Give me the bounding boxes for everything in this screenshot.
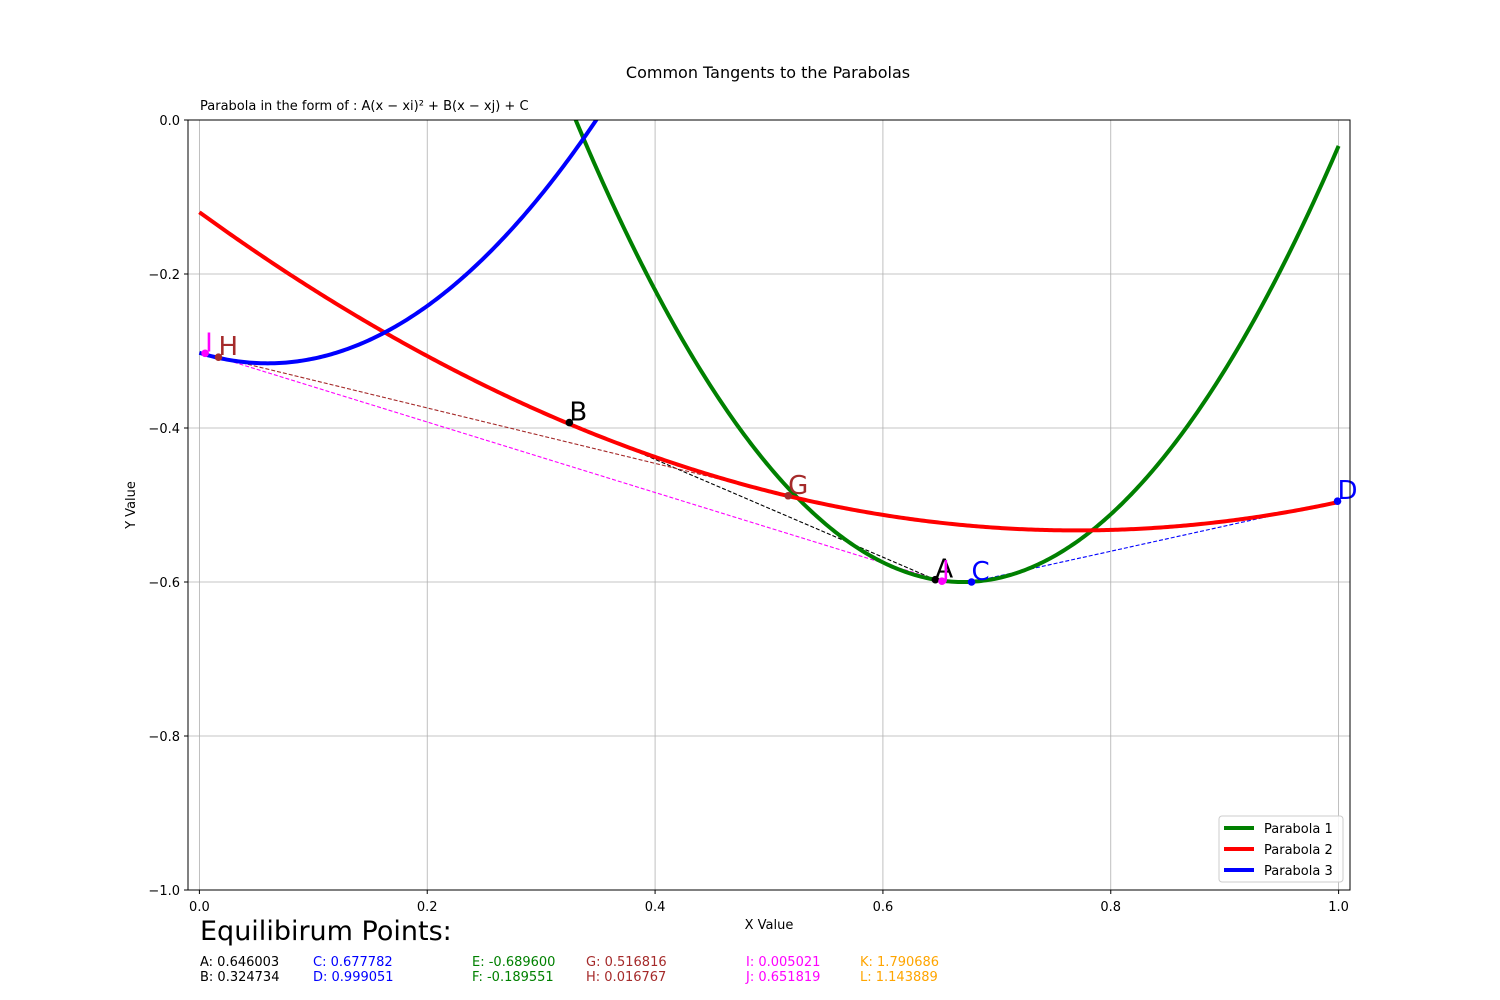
y-tick-label: −0.6 <box>148 576 180 591</box>
x-tick-label: 0.0 <box>189 900 210 915</box>
chart-title: Common Tangents to the Parabolas <box>626 63 910 82</box>
equilibrium-title: Equilibirum Points: <box>200 916 452 947</box>
equilibrium-value: F: -0.189551 <box>472 970 554 985</box>
x-tick-label: 0.8 <box>1100 900 1121 915</box>
legend-box <box>1218 815 1344 883</box>
point-b-marker <box>565 418 574 427</box>
equilibrium-value: D: 0.999051 <box>313 970 394 985</box>
point-j-marker <box>938 577 946 586</box>
point-d-marker <box>1333 497 1342 505</box>
parabola-2-curve <box>198 210 1340 533</box>
y-tick-label: 0.0 <box>159 114 180 129</box>
grid <box>188 119 1350 891</box>
y-tick-label: −0.2 <box>148 268 180 283</box>
legend: Parabola 1 Parabola 2 Parabola 3 <box>1218 815 1344 883</box>
point-g-label: G <box>788 471 808 501</box>
legend-label-2: Parabola 2 <box>1264 843 1333 858</box>
point-h-marker <box>214 353 223 361</box>
equilibrium-value: K: 1.790686 <box>860 955 940 970</box>
parabola-1-curve <box>573 120 1341 585</box>
plot-frame <box>187 119 1351 891</box>
point-i-label: I <box>205 328 213 358</box>
point-a-marker <box>931 575 940 584</box>
legend-label-1: Parabola 1 <box>1264 822 1333 837</box>
equilibrium-value: B: 0.324734 <box>200 970 280 985</box>
equilibrium-value: H: 0.016767 <box>586 970 667 985</box>
equilibrium-value: I: 0.005021 <box>746 955 821 970</box>
equilibrium-value: E: -0.689600 <box>472 955 556 970</box>
point-c-marker <box>967 578 976 586</box>
x-tick-label: 0.6 <box>873 900 894 915</box>
y-tick-label: −0.4 <box>148 422 180 437</box>
point-d-label: D <box>1338 476 1358 506</box>
x-tick-label: 0.4 <box>645 900 666 915</box>
equilibrium-value: C: 0.677782 <box>313 955 393 970</box>
y-axis-label: Y Value <box>124 481 139 530</box>
legend-label-3: Parabola 3 <box>1264 864 1333 879</box>
tangent-gh <box>218 356 789 497</box>
equilibrium-value: J: 0.651819 <box>746 970 821 985</box>
parabola-curves <box>198 120 1341 585</box>
tangent-ij <box>204 352 943 582</box>
axis-ticks: 0.0 0.2 0.4 0.6 0.8 1.0 0.0 −0.2 −0.4 −0.6 −0.8 −1.… <box>148 114 1349 915</box>
point-i-marker <box>201 349 209 358</box>
point-b-label: B <box>569 398 587 428</box>
labeled-points: A B C D G HI J <box>201 328 1358 587</box>
equilibrium-value: A: 0.646003 <box>200 955 280 970</box>
y-tick-label: −0.8 <box>148 730 180 745</box>
x-axis-label: X Value <box>745 918 794 933</box>
equilibrium-value: L: 1.143889 <box>860 970 938 985</box>
x-tick-label: 0.2 <box>417 900 438 915</box>
point-a-label: A <box>935 555 953 585</box>
point-h-label: H <box>218 332 238 362</box>
point-j-label: J <box>940 556 950 586</box>
x-tick-label: 1.0 <box>1328 900 1349 915</box>
equilibrium-value: G: 0.516816 <box>586 955 667 970</box>
point-c-label: C <box>972 557 990 587</box>
y-tick-label: −1.0 <box>148 884 180 899</box>
chart-subtitle: Parabola in the form of : A(x − xi)² + B… <box>200 99 529 114</box>
parabola-3-curve <box>198 120 599 366</box>
point-g-marker <box>784 491 792 500</box>
